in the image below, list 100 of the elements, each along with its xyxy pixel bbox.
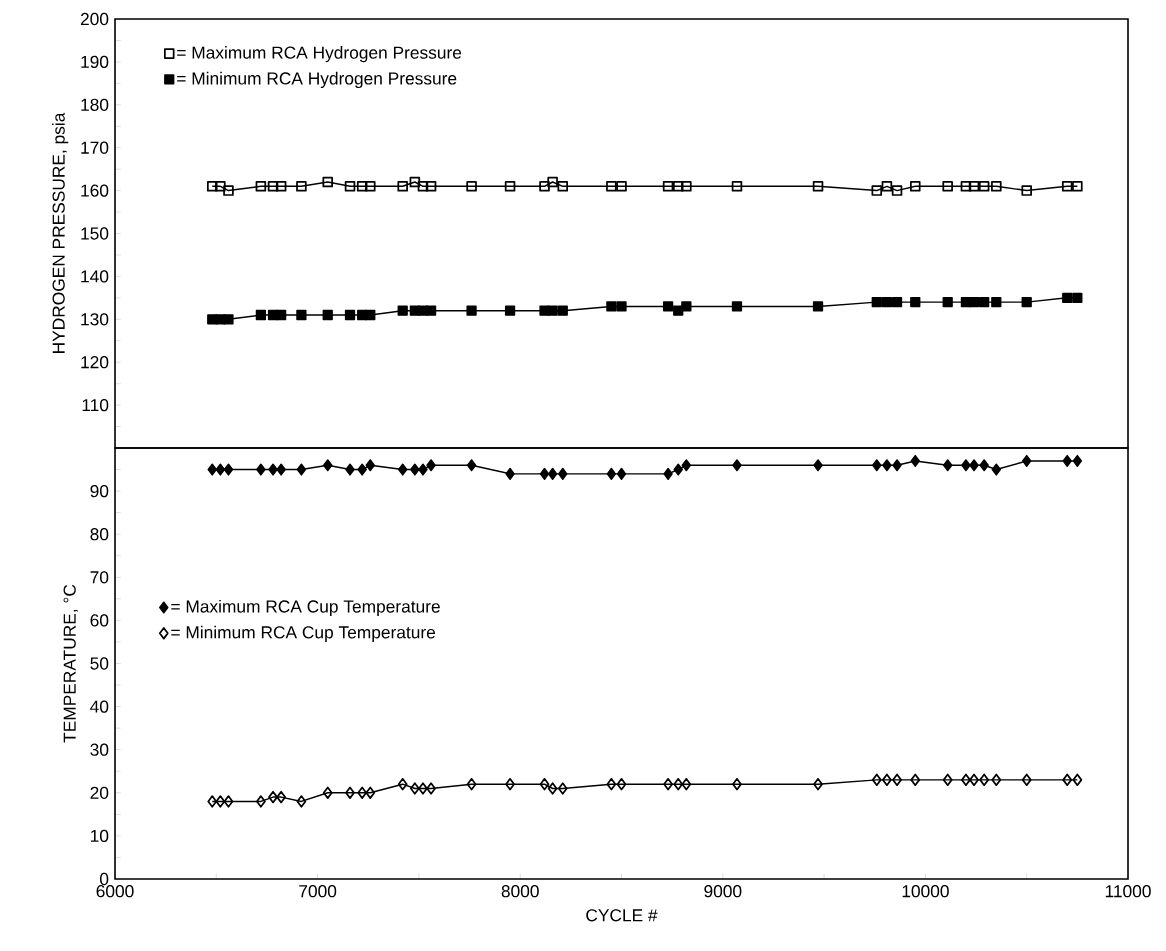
y-tick-label: 200 — [80, 12, 109, 26]
y-axis-title: HYDROGEN PRESSURE, psia — [52, 112, 69, 353]
point — [606, 467, 617, 480]
point — [616, 777, 627, 791]
y-tick-label: 120 — [81, 356, 109, 369]
point — [616, 467, 627, 480]
y-tick-label: 70 — [90, 571, 109, 584]
point — [504, 305, 516, 316]
point — [410, 463, 420, 476]
point — [871, 773, 882, 787]
point — [979, 459, 989, 472]
point — [276, 309, 287, 321]
point — [539, 777, 550, 791]
y-axis-title: TEMPERATURE, °C — [63, 584, 78, 743]
y-tick-label: 190 — [81, 55, 109, 69]
y-tick-label: 160 — [81, 184, 109, 197]
y-tick-label: 40 — [90, 700, 109, 713]
point — [357, 786, 368, 799]
point — [892, 459, 902, 472]
point — [881, 181, 893, 192]
point — [672, 181, 684, 192]
point — [942, 459, 953, 472]
point — [558, 467, 568, 480]
point — [1062, 773, 1073, 787]
point — [681, 777, 692, 791]
point — [557, 181, 569, 192]
point — [255, 181, 267, 192]
point — [268, 463, 278, 476]
point — [871, 185, 883, 196]
x-axis-title: CYCLE # — [586, 909, 658, 922]
y-tick-label: 110 — [82, 398, 109, 412]
point — [910, 773, 921, 787]
y-tick-label: 60 — [90, 614, 109, 627]
point — [891, 297, 903, 308]
point — [207, 463, 217, 476]
y-tick-label: 90 — [90, 484, 109, 498]
point — [207, 795, 218, 808]
point — [322, 459, 333, 472]
point — [991, 297, 1002, 308]
point — [557, 305, 568, 316]
point — [662, 181, 674, 192]
point — [813, 459, 823, 472]
point — [681, 301, 692, 312]
point — [910, 181, 921, 192]
point — [365, 309, 376, 321]
y-tick-label: 130 — [81, 313, 109, 326]
point — [426, 459, 436, 472]
point — [813, 777, 823, 791]
point — [969, 459, 979, 472]
point — [961, 773, 971, 787]
point — [606, 777, 617, 791]
point — [812, 301, 824, 312]
point — [673, 777, 684, 791]
legend-label: = Minimum RCA Cup Temperature — [171, 625, 436, 642]
point — [979, 773, 990, 787]
point — [296, 309, 307, 321]
point — [425, 181, 437, 192]
point — [1072, 292, 1083, 303]
point — [872, 459, 882, 472]
point — [504, 181, 516, 192]
point — [616, 181, 627, 192]
y-tick-label: 50 — [90, 657, 109, 670]
point — [1021, 185, 1032, 196]
x-tick-label: 10000 — [902, 885, 949, 898]
point — [673, 463, 683, 476]
x-tick-label: 7000 — [299, 885, 337, 898]
point — [397, 463, 408, 476]
point — [1072, 773, 1083, 787]
point — [365, 459, 376, 472]
legend-label: = Maximum RCA Hydrogen Pressure — [177, 46, 462, 63]
point — [417, 181, 429, 192]
point — [418, 782, 428, 795]
point — [256, 795, 266, 808]
point — [505, 777, 515, 791]
y-tick-label: 20 — [90, 786, 109, 799]
point — [296, 463, 307, 476]
point — [881, 297, 893, 308]
y-tick-label: 10 — [91, 829, 109, 843]
point — [1061, 181, 1073, 192]
legend-label: = Minimum RCA Hydrogen Pressure — [177, 71, 457, 89]
y-tick-label: 180 — [81, 98, 109, 111]
point — [991, 181, 1002, 192]
point — [731, 301, 743, 312]
point — [991, 463, 1002, 476]
point — [215, 181, 226, 192]
point — [557, 782, 568, 795]
point — [991, 773, 1002, 787]
point — [882, 459, 892, 472]
point — [891, 185, 903, 196]
point — [663, 777, 673, 791]
point — [223, 185, 234, 196]
point — [357, 463, 367, 476]
point — [344, 309, 356, 321]
x-tick-label: 8000 — [501, 885, 539, 898]
point — [942, 181, 953, 192]
point — [616, 301, 627, 312]
point — [215, 463, 226, 476]
point — [409, 782, 420, 795]
point — [215, 795, 226, 808]
y-tick-label: 80 — [90, 528, 109, 541]
